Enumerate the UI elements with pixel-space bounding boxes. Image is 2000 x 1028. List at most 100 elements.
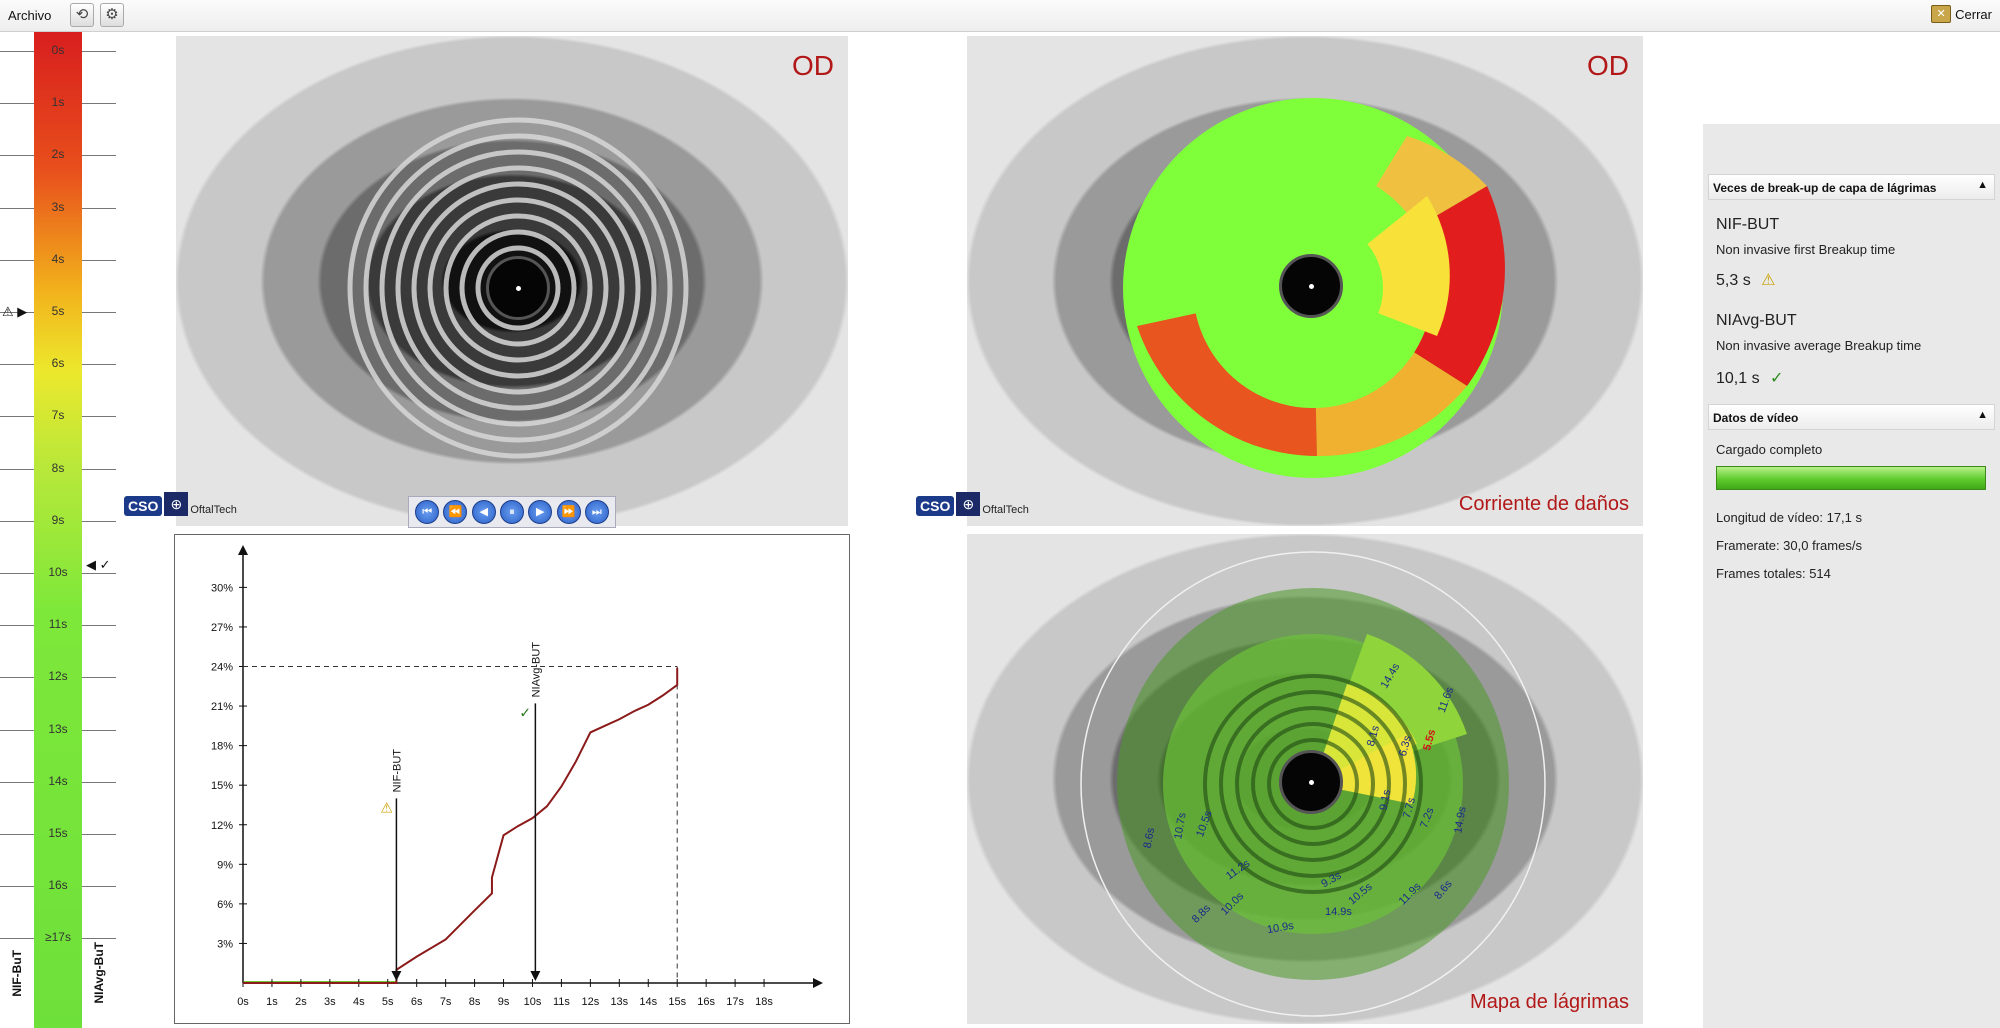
niavgbut-marker-icon: ◀ ✓: [86, 557, 111, 572]
scale-tick-label: 8s: [51, 460, 65, 475]
scale-tick-right: [82, 520, 116, 522]
breakup-chart: 0s 1s 2s 3s 4s 5s 6s 7s 8s 9s 10s 11s 12s 13s 14s 15s 16…: [174, 534, 850, 1024]
nifbut-title: NIF-BUT: [1716, 216, 1780, 233]
damage-map-caption: Corriente de daños: [1458, 493, 1629, 515]
scale-tick-right: [82, 103, 116, 105]
menu-bar: Archivo ⟲ ⚙ ✕ Cerrar: [0, 0, 2000, 32]
scale-tick-right: [82, 677, 116, 679]
marker-arrow: [391, 971, 402, 981]
check-icon: ✓: [1770, 370, 1784, 387]
y-tick-label: 21%: [211, 701, 233, 713]
load-progress-bar: [1716, 466, 1986, 490]
collapse-icon[interactable]: ▲: [1977, 409, 1988, 421]
scale-tick-label: 2s: [51, 147, 65, 162]
nifbut-marker-icon: ⚠ ▶: [2, 304, 28, 319]
niavgbut-value-text: 10,1 s: [1716, 370, 1760, 387]
scale-tick-right: [82, 886, 116, 888]
scale-tick-left: [0, 207, 34, 209]
x-tick-label: 12s: [581, 996, 599, 1008]
video-section-title: Datos de vídeo: [1713, 411, 1799, 425]
x-tick-label: 3s: [324, 996, 336, 1008]
scale-tick-left: [0, 938, 34, 940]
scale-tick-right: [82, 468, 116, 470]
scale-tick-left: [0, 51, 34, 52]
cso-emblem-icon: ⊕: [956, 492, 981, 516]
eye-side-label: OD: [1587, 50, 1629, 81]
eye-video-panel[interactable]: OD: [176, 36, 848, 526]
x-tick-label: 16s: [697, 996, 715, 1008]
damage-map-panel[interactable]: OD Corriente de daños: [967, 36, 1643, 526]
scale-tick-label: 15s: [48, 826, 68, 840]
scale-tick-left: [0, 729, 34, 731]
y-tick-label: 12%: [211, 820, 233, 832]
marker-label: NIAvg-BUT: [530, 642, 542, 698]
load-status: Cargado completo: [1716, 442, 1823, 457]
tear-map-caption: Mapa de lágrimas: [1470, 991, 1629, 1013]
first-frame-button[interactable]: ⏮: [415, 500, 440, 524]
scale-tick-left: [0, 468, 34, 470]
pause-button[interactable]: ⏸: [499, 500, 524, 524]
x-tick-label: 17s: [726, 996, 744, 1008]
pupil: [486, 256, 550, 320]
oftaltech-brand: OftalTech: [190, 504, 237, 516]
x-tick-label: 4s: [353, 996, 365, 1008]
camera-settings-icon[interactable]: ⚙: [100, 3, 124, 27]
scale-tick-label: 16s: [48, 878, 68, 893]
niavgbut-scale-label: NIAvg-BuT: [92, 942, 106, 1004]
x-tick-label: 5s: [382, 996, 394, 1008]
next-frame-button[interactable]: ▶: [528, 500, 553, 524]
scale-tick-right: [82, 625, 116, 627]
cso-logo: CSO ⊕ OftalTech: [916, 492, 1029, 516]
previous-frame-button[interactable]: ◀: [471, 500, 496, 524]
rewind-button[interactable]: ⏪: [443, 500, 468, 524]
y-tick-label: 30%: [211, 582, 233, 594]
scale-tick-label: 3s: [51, 199, 65, 214]
scale-tick-label: ≥17s: [45, 930, 71, 945]
pupil-reflex: [1309, 780, 1314, 785]
fast-forward-button[interactable]: ⏩: [556, 500, 581, 524]
scale-tick-left: [0, 781, 34, 783]
x-tick-label: 1s: [266, 996, 278, 1008]
scale-tick-right: [82, 259, 116, 261]
x-tick-label: 7s: [440, 996, 452, 1008]
placido-rings: [347, 117, 689, 459]
x-tick-label: 8s: [469, 996, 481, 1008]
menu-archivo[interactable]: Archivo: [8, 8, 52, 23]
scale-tick-left: [0, 834, 34, 835]
y-tick-label: 27%: [211, 622, 233, 634]
x-tick-label: 10s: [524, 996, 542, 1008]
scale-tick-label: 0s: [51, 43, 65, 57]
niavgbut-description: Non invasive average Breakup time: [1716, 338, 1922, 353]
scale-tick-label: 6s: [51, 356, 65, 371]
scale-tick-right: [82, 207, 116, 209]
y-tick-label: 9%: [217, 859, 233, 871]
x-tick-label: 9s: [498, 996, 510, 1008]
scale-tick-right: [82, 573, 116, 574]
nifbut-value: 5,3 s ⚠: [1716, 270, 1775, 290]
last-frame-button[interactable]: ⏭: [584, 500, 609, 524]
breakup-section-header[interactable]: Veces de break-up de capa de lágrimas ▲: [1708, 174, 1995, 200]
x-tick-label: 15s: [668, 996, 686, 1008]
nifbut-value-text: 5,3 s: [1716, 272, 1751, 289]
open-exam-icon[interactable]: ⟲: [70, 3, 94, 27]
x-tick-label: 13s: [610, 996, 628, 1008]
cso-logo: CSO ⊕ OftalTech: [124, 492, 237, 516]
scale-tick-left: [0, 364, 34, 366]
niavgbut-value: 10,1 s ✓: [1716, 368, 1783, 388]
scale-tick-label: 12s: [48, 669, 68, 684]
close-label: Cerrar: [1955, 6, 1992, 22]
marker-arrow: [530, 971, 541, 981]
scale-tick-left: [0, 312, 34, 313]
y-tick-label: 3%: [217, 938, 233, 950]
scale-tick-label: 13s: [48, 721, 68, 736]
collapse-icon[interactable]: ▲: [1977, 179, 1988, 191]
close-button[interactable]: ✕ Cerrar: [1931, 5, 1992, 23]
tear-map-panel[interactable]: 14.4s 11.6s 5.5s 8.1s 6.3s 9.1s 7.7s 7.2s 14.9s 8…: [967, 534, 1643, 1024]
x-tick-label: 11s: [553, 996, 570, 1008]
nifbut-description: Non invasive first Breakup time: [1716, 242, 1896, 257]
scale-tick-right: [82, 834, 116, 835]
breakup-section-title: Veces de break-up de capa de lágrimas: [1713, 181, 1937, 195]
warning-icon: ⚠: [1761, 272, 1776, 289]
scale-tick-right: [82, 938, 116, 940]
video-section-header[interactable]: Datos de vídeo ▲: [1708, 404, 1995, 430]
